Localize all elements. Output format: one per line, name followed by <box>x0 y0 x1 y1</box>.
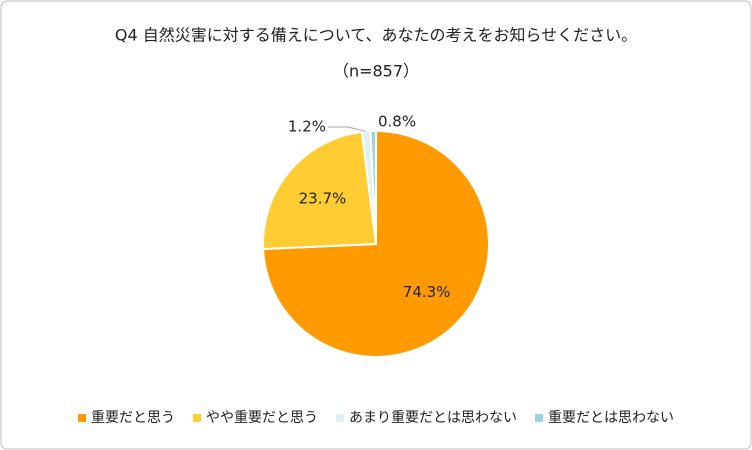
legend-label: 重要だとは思わない <box>548 410 674 426</box>
leader-line <box>328 126 367 132</box>
data-label: 23.7% <box>299 189 347 207</box>
legend-swatch <box>78 414 86 422</box>
legend-swatch <box>336 414 344 422</box>
pie-slice <box>262 130 378 251</box>
chart-title: Q4 自然災害に対する備えについて、あなたの考えをお知らせください。 <box>115 26 637 45</box>
legend-label: やや重要だと思う <box>206 410 318 426</box>
legend-swatch <box>193 414 201 422</box>
pie-slice <box>369 129 377 245</box>
data-label: 0.8% <box>378 113 416 131</box>
legend-label: 重要だと思う <box>91 410 175 426</box>
legend-swatch <box>535 414 543 422</box>
legend: 重要だと思う やや重要だと思う あまり重要だとは思わない 重要だとは思わない <box>78 410 674 426</box>
chart-subtitle: （n=857） <box>333 62 419 81</box>
data-label: 1.2% <box>288 118 326 136</box>
legend-label: あまり重要だとは思わない <box>349 410 517 426</box>
data-label: 74.3% <box>403 283 451 301</box>
